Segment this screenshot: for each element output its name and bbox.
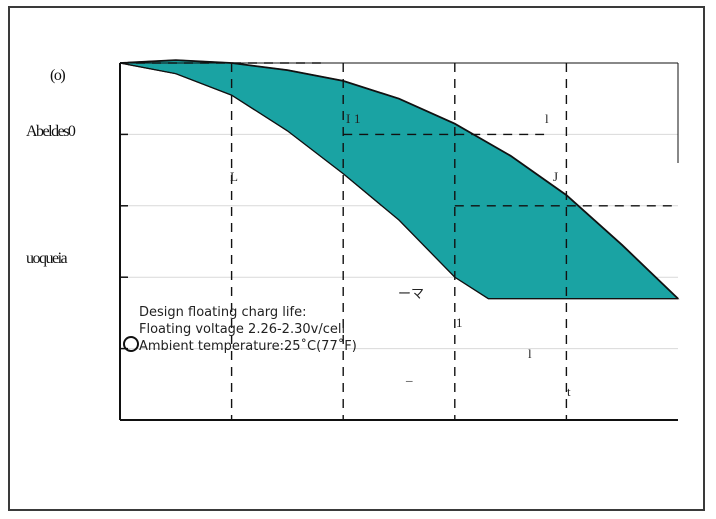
chart-frame: (o) Abeldes0 uoqueia Design floating cha… (8, 6, 705, 511)
chart-svg: (o) Abeldes0 uoqueia Design floating cha… (26, 59, 680, 421)
glyph-f: 1 (456, 315, 463, 330)
glyph-g: l (528, 346, 532, 361)
glyph-d: J (553, 169, 558, 184)
marker-circle (123, 336, 139, 352)
glyph-j: _ (405, 368, 413, 383)
glyph-e: L (230, 169, 238, 184)
y-label-mid1: Abeldes0 (26, 123, 76, 140)
glyph-h: t (567, 384, 571, 399)
annotation-line-2: Floating voltage 2.26-2.30v/cell (139, 322, 345, 337)
life-band-area (119, 59, 680, 300)
glyph-b: 1 (354, 111, 361, 126)
life-band (119, 59, 680, 300)
glyph-a: I (346, 111, 350, 126)
y-label-mid2: uoqueia (26, 250, 68, 267)
glyph-i: ーマ (398, 286, 424, 301)
annotation-line-3: Ambient temperature:25˚C(77˚F) (139, 338, 357, 354)
y-label-top: (o) (50, 67, 65, 84)
dashed-verticals (230, 63, 568, 420)
glyph-c: l (545, 111, 549, 126)
annotation-line-1: Design floating charg life: (139, 305, 307, 320)
lower-curve-line (119, 62, 678, 300)
plot-axes (119, 62, 679, 421)
upper-curve-line (119, 59, 679, 300)
